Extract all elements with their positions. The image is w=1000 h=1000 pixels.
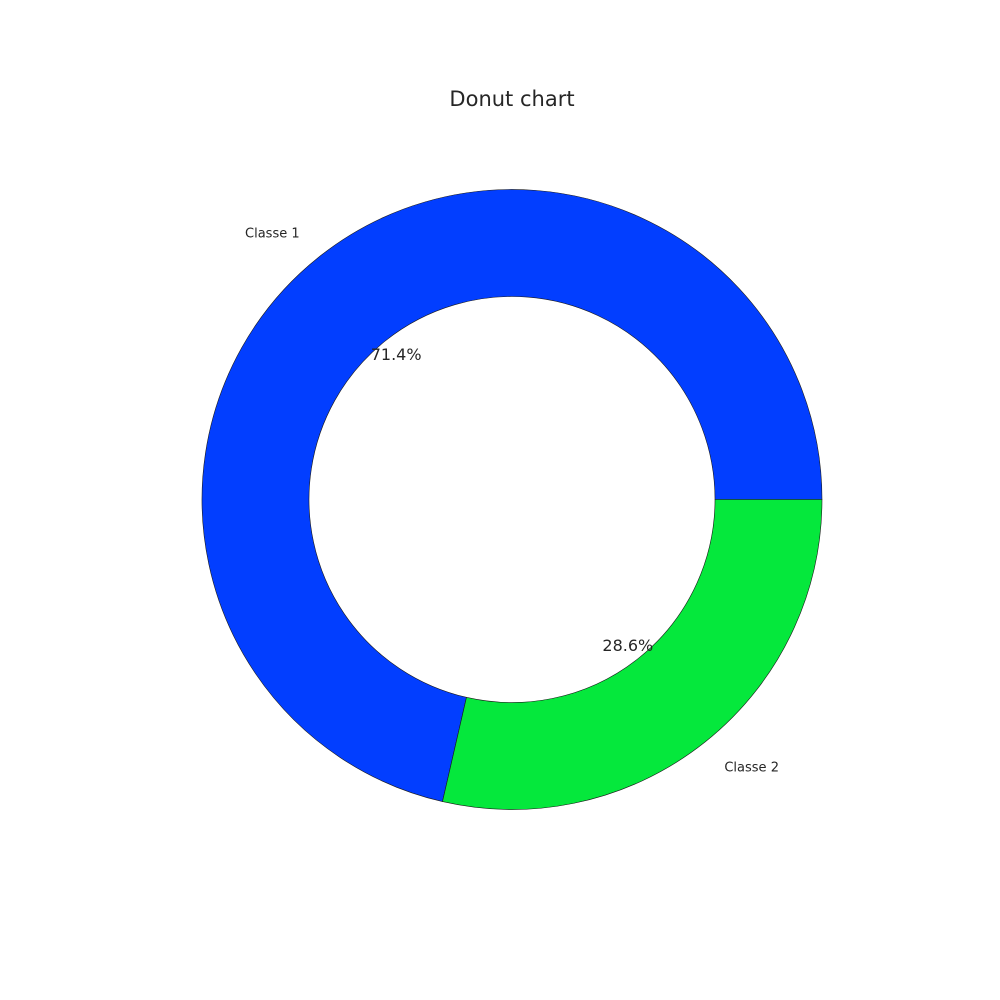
percent-label-2: 28.6% <box>602 636 653 655</box>
category-label-1: Classe 1 <box>245 227 300 242</box>
donut-slices <box>202 189 822 809</box>
category-label-2: Classe 2 <box>724 760 779 775</box>
chart-title: Donut chart <box>449 87 574 111</box>
percent-label-1: 71.4% <box>371 345 422 364</box>
